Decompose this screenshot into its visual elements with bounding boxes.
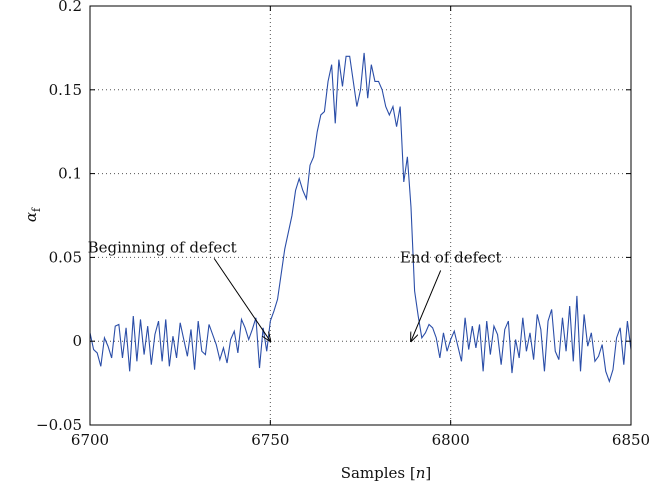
grid-lines xyxy=(90,6,631,425)
annotation-arrow xyxy=(213,258,270,341)
y-axis-title-subscript: f xyxy=(30,207,43,212)
plot-frame xyxy=(89,5,632,426)
annotation-beginning-of-defect: Beginning of defect xyxy=(88,238,237,256)
axis-ticks: 6700 6750 6800 6850 −0.05 0 0.05 0.1 0.15 0.2 xyxy=(36,0,650,449)
y-tick-label: 0.2 xyxy=(58,0,82,15)
x-axis-title-close: ] xyxy=(425,464,431,482)
x-axis-title: Samples [n] xyxy=(341,464,432,482)
y-tick-label: −0.05 xyxy=(36,416,82,434)
x-tick-label: 6750 xyxy=(251,431,289,449)
series-line xyxy=(89,52,632,384)
x-tick-label: 6700 xyxy=(71,431,109,449)
annotation-end-of-defect: End of defect xyxy=(400,248,502,266)
x-tick-label: 6850 xyxy=(612,431,650,449)
y-tick-label: 0.05 xyxy=(49,248,82,266)
x-axis-title-variable: n xyxy=(416,464,426,482)
y-axis-title: αf xyxy=(22,207,43,222)
y-tick-label: 0.1 xyxy=(58,165,82,183)
y-tick-label: 0.15 xyxy=(49,81,82,99)
x-axis-title-main: Samples xyxy=(341,464,410,482)
y-tick-label: 0 xyxy=(72,332,82,350)
y-axis-title-main: α xyxy=(22,212,40,222)
series-layer xyxy=(89,52,632,384)
x-axis-title-open: [ xyxy=(410,464,416,482)
annotation-arrow xyxy=(411,270,442,341)
annotations: Beginning of defect End of defect xyxy=(88,238,502,341)
x-tick-label: 6800 xyxy=(432,431,470,449)
